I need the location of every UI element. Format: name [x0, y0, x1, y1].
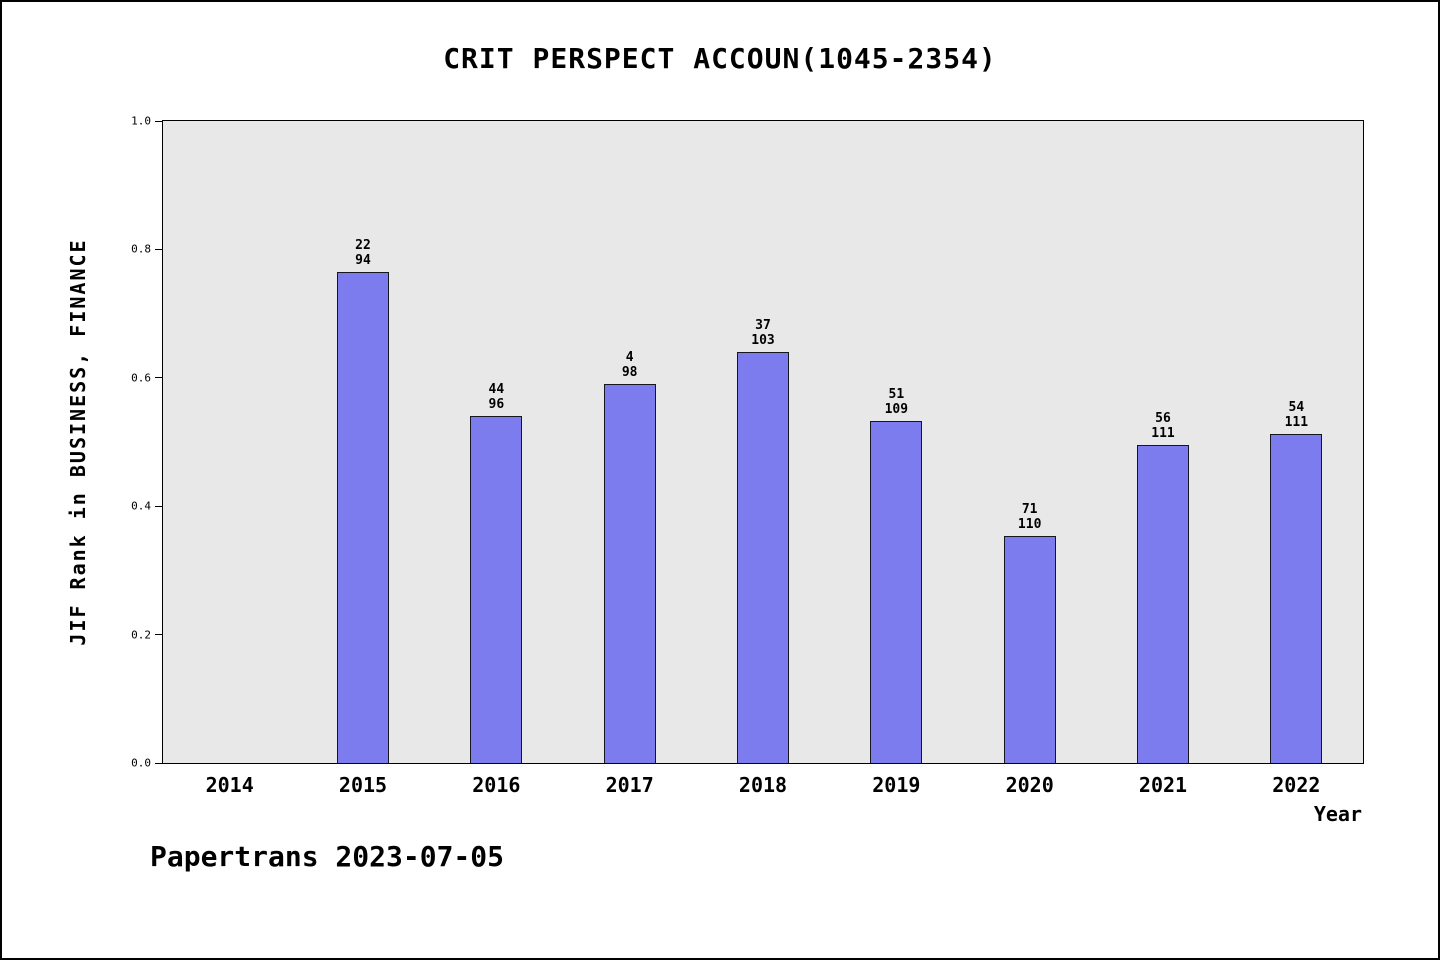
bar-total-value: 110: [1017, 517, 1042, 532]
bar-value-label-2016: 44 96: [489, 382, 505, 412]
bar-value-label-2015: 22 94: [355, 238, 371, 268]
bar-rank-value: 51: [888, 387, 905, 402]
bar-2017: [603, 384, 656, 763]
x-tick-label: 2019: [872, 773, 921, 797]
y-tick-mark: [155, 120, 163, 122]
bar-total-value: 109: [884, 402, 909, 417]
bar-rank-value: 56: [1155, 411, 1171, 426]
x-tick-label: 2021: [1138, 773, 1188, 797]
bar-total-value: 94: [355, 253, 371, 268]
x-tick-label: 2015: [338, 773, 388, 797]
bar-rank-value: 54: [1288, 400, 1305, 415]
y-tick-label: 0.8: [131, 242, 151, 256]
y-tick-mark: [155, 248, 163, 250]
bar-rank-value: 37: [755, 318, 771, 333]
bar-rank-value: 71: [1021, 502, 1038, 517]
plot-area: 0.0 0.2 0.4 0.6 0.8 1.0 2014 2015 2016 2017 2018 20…: [131, 115, 1364, 797]
y-tick-mark: [155, 634, 163, 636]
bar-rank-value: 4: [625, 350, 634, 365]
bar-value-label-2017: 4 98: [622, 350, 638, 380]
bar-total-value: 96: [488, 397, 505, 412]
y-tick-label: 0.0: [131, 756, 151, 770]
y-tick-label: 0.6: [131, 371, 151, 385]
bar-2019: [870, 421, 923, 763]
x-tick-label: 2020: [1005, 773, 1054, 797]
y-tick-mark: [155, 377, 163, 379]
x-axis-label: Year: [1313, 802, 1362, 826]
bar-total-value: 103: [751, 333, 775, 348]
bar-value-label-2018: 37 103: [751, 318, 774, 348]
y-tick-mark: [155, 505, 163, 507]
bar-rank-value: 44: [488, 382, 505, 397]
bar-2016: [470, 416, 523, 763]
bar-total-value: 111: [1284, 415, 1309, 430]
bar-value-label-2019: 51 109: [885, 387, 908, 417]
bar-2020: [1003, 536, 1056, 763]
bar-2021: [1137, 445, 1189, 763]
bar-rank-value: 22: [355, 238, 371, 253]
bar-2022: [1270, 434, 1323, 763]
x-tick-label: 2018: [738, 773, 788, 797]
y-tick-mark: [155, 762, 163, 764]
bar-2015: [337, 272, 389, 763]
bar-total-value: 98: [621, 365, 638, 380]
bar-value-label-2020: 71 110: [1018, 502, 1041, 532]
x-tick-label: 2016: [472, 773, 521, 797]
chart-title: CRIT PERSPECT ACCOUN(1045-2354): [443, 42, 997, 75]
y-axis-label: JIF Rank in BUSINESS, FINANCE: [66, 238, 90, 646]
bar-total-value: 111: [1151, 426, 1175, 441]
y-tick-label: 0.2: [131, 628, 151, 642]
x-tick-label: 2017: [605, 773, 654, 797]
x-tick-label: 2014: [205, 773, 254, 797]
footer-text: Papertrans 2023-07-05: [150, 840, 505, 873]
bar-value-label-2021: 56 111: [1151, 411, 1174, 441]
bar-value-label-2022: 54 111: [1285, 400, 1308, 430]
x-tick-label: 2022: [1272, 773, 1321, 797]
y-tick-label: 0.4: [131, 499, 151, 513]
y-tick-label: 1.0: [131, 114, 151, 128]
bar-2018: [737, 352, 789, 763]
